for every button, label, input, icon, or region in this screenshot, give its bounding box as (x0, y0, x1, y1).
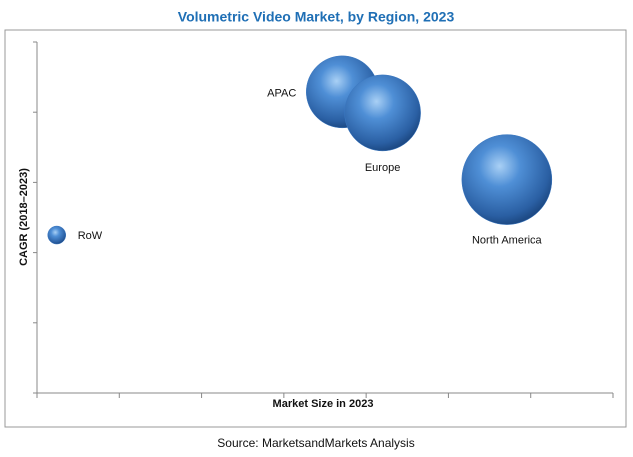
y-axis-label: CAGR (2018–2023) (18, 168, 30, 266)
source-note: Source: MarketsandMarkets Analysis (217, 436, 414, 450)
bubble-label: Europe (365, 162, 400, 174)
x-axis-label: Market Size in 2023 (273, 398, 374, 410)
bubble-label: RoW (78, 230, 103, 242)
chart-title: Volumetric Video Market, by Region, 2023 (178, 9, 455, 25)
bubble-label: APAC (267, 88, 296, 100)
bubble (461, 134, 553, 225)
bubble (344, 74, 421, 152)
chart-frame (4, 29, 627, 428)
bubble-label: North America (472, 234, 543, 246)
bubble (47, 225, 66, 245)
